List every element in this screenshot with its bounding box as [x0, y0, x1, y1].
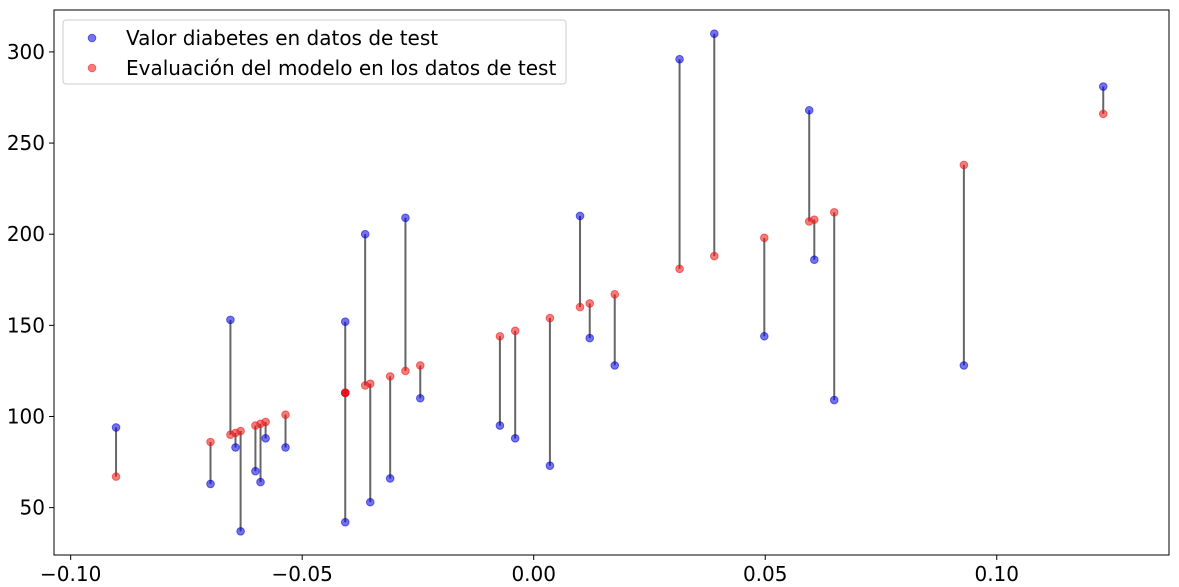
- legend-label-series-2: Evaluación del modelo en los datos de te…: [126, 56, 556, 80]
- plot-area-frame: [53, 9, 1170, 556]
- actual-point: [340, 517, 350, 527]
- actual-point: [1098, 82, 1108, 91]
- actual-point: [829, 395, 839, 405]
- predicted-point: [959, 160, 969, 170]
- actual-point: [415, 393, 425, 403]
- actual-point: [585, 333, 595, 343]
- predicted-point: [415, 361, 425, 370]
- actual-point: [256, 477, 265, 487]
- legend-marker-blue: [87, 33, 97, 43]
- x-axis: −0.10 −0.05 0.00 0.05 0.10: [40, 555, 1019, 586]
- predicted-point: [585, 299, 595, 308]
- y-tick-label: 150: [7, 313, 45, 337]
- predicted-point: [575, 302, 585, 312]
- y-tick-label: 250: [7, 131, 45, 155]
- actual-point: [810, 255, 819, 265]
- actual-point: [251, 466, 260, 476]
- predicted-point: [495, 331, 505, 341]
- actual-point: [206, 479, 215, 489]
- predicted-point: [340, 388, 350, 398]
- y-axis: 50 100 150 200 250 300: [7, 40, 54, 520]
- predicted-point: [401, 366, 410, 376]
- actual-point: [709, 29, 719, 38]
- actual-point: [111, 423, 121, 432]
- y-tick-label: 100: [7, 404, 45, 428]
- actual-point: [236, 527, 245, 536]
- actual-point: [340, 317, 350, 326]
- predicted-point: [610, 290, 620, 299]
- x-tick-label: −0.10: [40, 562, 101, 586]
- predicted-point: [236, 426, 245, 436]
- data-points: [111, 29, 1108, 536]
- actual-point: [365, 497, 375, 507]
- actual-point: [575, 211, 585, 221]
- y-tick-label: 200: [7, 222, 45, 246]
- predicted-point: [510, 326, 520, 336]
- actual-point: [760, 331, 769, 341]
- x-tick-label: 0.00: [511, 562, 556, 586]
- predicted-point: [760, 233, 769, 243]
- actual-point: [226, 315, 235, 325]
- predicted-point: [206, 437, 215, 447]
- y-tick-label: 300: [7, 40, 45, 64]
- legend: Valor diabetes en datos de test Evaluaci…: [62, 19, 567, 85]
- predicted-point: [545, 313, 555, 323]
- actual-point: [261, 434, 270, 443]
- predicted-point: [1098, 109, 1108, 119]
- actual-point: [959, 361, 969, 370]
- predicted-point: [675, 264, 684, 274]
- predicted-point: [365, 379, 375, 388]
- legend-label-series-1: Valor diabetes en datos de test: [126, 26, 438, 50]
- predicted-point: [829, 208, 839, 217]
- x-tick-label: −0.05: [272, 562, 333, 586]
- predicted-point: [810, 215, 819, 224]
- x-tick-label: 0.10: [974, 562, 1019, 586]
- actual-point: [385, 474, 395, 483]
- actual-point: [804, 105, 814, 115]
- legend-marker-red: [87, 63, 97, 73]
- actual-point: [545, 461, 555, 470]
- actual-point: [281, 443, 290, 452]
- predicted-point: [281, 410, 290, 419]
- actual-point: [231, 443, 240, 452]
- actual-point: [401, 213, 410, 223]
- predicted-point: [261, 417, 270, 427]
- x-tick-label: 0.05: [743, 562, 788, 586]
- legend-box: [62, 19, 567, 85]
- actual-point: [510, 434, 520, 443]
- actual-point: [495, 421, 505, 430]
- predicted-point: [709, 251, 719, 261]
- residual-lines: [115, 33, 1105, 532]
- y-tick-label: 50: [20, 496, 45, 520]
- predicted-point: [111, 472, 121, 481]
- actual-point: [675, 54, 684, 64]
- series-1-points: [111, 29, 1108, 536]
- series-2-points: [111, 109, 1108, 481]
- predicted-point: [385, 372, 395, 381]
- actual-point: [360, 229, 370, 239]
- actual-point: [610, 361, 620, 370]
